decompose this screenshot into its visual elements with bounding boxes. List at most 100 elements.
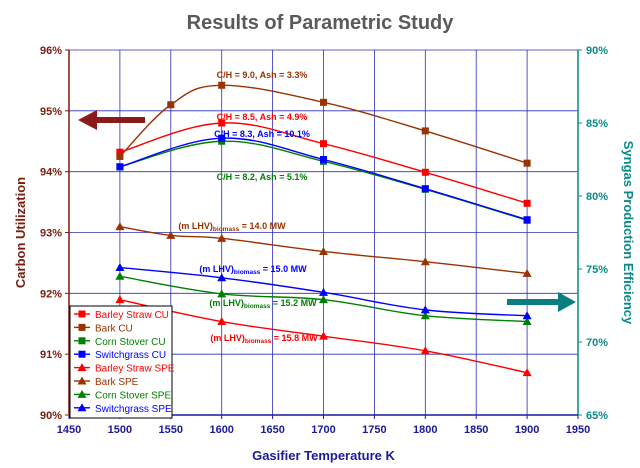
data-point	[167, 101, 175, 109]
left-axis-arrow-head	[78, 110, 97, 130]
series-switchgrass-spe	[115, 263, 532, 320]
data-point	[115, 222, 125, 231]
x-tick-label: 1700	[311, 424, 335, 436]
data-point	[522, 317, 532, 326]
legend-item: Corn Stover SPE	[74, 389, 171, 401]
y-left-tick-label: 91%	[40, 349, 62, 361]
annotation-label: C/H = 8.3, Ash = 10.1%	[214, 129, 310, 139]
y-right-tick-labels: 65% 70% 75% 80% 85% 90%	[586, 45, 608, 422]
x-tick-label: 1500	[108, 424, 132, 436]
y-left-tick-label: 96%	[40, 45, 62, 57]
annotation-label: C/H = 8.5, Ash = 4.9%	[217, 112, 308, 122]
legend-item: Bark CU	[74, 323, 133, 334]
data-point	[421, 127, 429, 135]
annotation-label: (m LHV)biomass = 15.8 MW	[210, 333, 318, 345]
data-point	[218, 81, 226, 89]
annotation-label: C/H = 9.0, Ash = 3.3%	[217, 70, 308, 80]
data-point	[77, 389, 87, 398]
y-right-tick-label: 90%	[586, 45, 608, 57]
data-point	[320, 140, 327, 148]
y-right-tick-label: 80%	[586, 191, 608, 203]
series-corn-stover-spe	[115, 271, 532, 326]
y-right-tick-label: 65%	[586, 410, 608, 422]
left-axis-arrow-shaft	[95, 117, 145, 123]
data-point	[77, 363, 87, 372]
y-left-tick-label: 94%	[40, 167, 62, 179]
data-point	[421, 185, 429, 193]
data-point	[115, 295, 125, 304]
data-point	[77, 403, 87, 412]
data-point	[115, 263, 125, 272]
legend-label: Barley Straw SPE	[95, 364, 175, 375]
x-tick-label: 1450	[57, 424, 81, 436]
data-point	[522, 311, 532, 320]
annotation-label: (m LHV)biomass = 15.0 MW	[199, 264, 307, 276]
legend-item: Switchgrass SPE	[74, 403, 172, 415]
data-point	[420, 311, 430, 320]
y-right-tick-label: 70%	[586, 337, 608, 349]
data-point	[319, 295, 328, 304]
x-tick-label: 1550	[159, 424, 183, 436]
legend-item: Switchgrass CU	[74, 350, 166, 361]
data-point	[115, 271, 125, 280]
legend-label: Corn Stover SPE	[95, 390, 171, 401]
data-point	[319, 246, 328, 255]
data-point	[78, 350, 86, 358]
right-axis-arrow-head	[558, 292, 576, 312]
arrows	[78, 110, 576, 312]
x-tick-label: 1950	[566, 424, 590, 436]
annotation-label: C/H = 8.2, Ash = 5.1%	[217, 172, 308, 182]
y-left-axis-title: Carbon Utilization	[13, 177, 28, 288]
y-right-tick-label: 75%	[586, 264, 608, 276]
x-tick-label: 1650	[260, 424, 284, 436]
data-point	[420, 305, 430, 314]
data-point	[78, 310, 86, 318]
legend-label: Barley Straw CU	[95, 310, 169, 321]
data-point	[523, 199, 531, 207]
chart-title: Results of Parametric Study	[187, 12, 455, 34]
data-point	[217, 317, 227, 326]
legend-item: Barley Straw SPE	[74, 363, 175, 375]
data-point	[77, 376, 87, 385]
data-point	[218, 119, 226, 127]
x-tick-label: 1750	[362, 424, 386, 436]
x-tick-labels: 1450 1500 1550 1600 1650 1700 1750 1800 1850 1900…	[57, 424, 590, 436]
legend-label: Bark SPE	[95, 377, 139, 388]
data-point	[420, 257, 430, 266]
data-point	[217, 233, 227, 242]
data-point	[166, 230, 176, 239]
legend-label: Switchgrass CU	[95, 350, 166, 361]
data-point	[78, 323, 86, 331]
legend-label: Corn Stover CU	[95, 337, 166, 348]
data-point	[320, 98, 327, 106]
x-tick-label: 1600	[209, 424, 233, 436]
data-point	[217, 273, 227, 282]
x-tick-label: 1800	[413, 424, 437, 436]
legend-box	[69, 305, 173, 419]
x-tick-label: 1900	[515, 424, 539, 436]
y-right-tick-label: 85%	[586, 118, 608, 130]
y-left-tick-label: 90%	[40, 410, 62, 422]
data-point	[320, 156, 327, 163]
series-layer	[115, 81, 532, 377]
annotations: C/H = 9.0, Ash = 3.3% C/H = 8.5, Ash = 4.…	[178, 70, 318, 345]
y-right-axis-title: Syngas Production Efficiency	[621, 141, 636, 325]
data-point	[78, 337, 86, 345]
legend-item: Corn Stover CU	[74, 337, 166, 348]
annotation-label: (m LHV)biomass = 15.2 MW	[209, 298, 317, 310]
data-point	[421, 168, 429, 176]
data-point	[218, 134, 226, 142]
y-left-tick-label: 93%	[40, 228, 62, 240]
data-point	[523, 159, 531, 167]
data-point	[522, 268, 532, 277]
data-point	[523, 216, 531, 224]
legend: Barley Straw CU Bark CU Corn Stover CU Swit…	[69, 305, 175, 419]
series-bark-cu	[116, 81, 531, 167]
series-bark-spe	[115, 222, 532, 277]
series-switchgrass-cu	[116, 134, 531, 224]
data-point	[217, 289, 227, 298]
data-point	[319, 331, 328, 340]
annotation-label: (m LHV)biomass = 14.0 MW	[178, 221, 286, 233]
x-tick-label: 1850	[464, 424, 488, 436]
x-axis-title: Gasifier Temperature K	[252, 448, 395, 463]
